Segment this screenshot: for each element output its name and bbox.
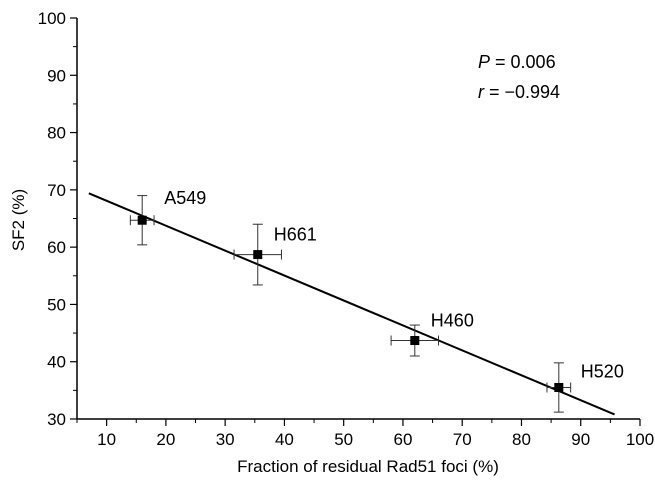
x-tick-label: 40 <box>275 430 294 449</box>
data-point-marker <box>410 336 420 346</box>
x-tick-label: 20 <box>156 430 175 449</box>
y-tick-label: 100 <box>38 9 66 28</box>
x-tick-label: 10 <box>97 430 116 449</box>
x-tick-label: 70 <box>453 430 472 449</box>
data-point-marker <box>137 215 147 225</box>
y-tick-label: 60 <box>47 238 66 257</box>
data-point-group: H661 <box>233 223 317 286</box>
x-tick-label: 60 <box>393 430 412 449</box>
axes <box>76 18 640 420</box>
data-point-label: H520 <box>581 361 624 381</box>
p-value: = 0.006 <box>490 52 556 72</box>
data-point-group: H460 <box>390 311 474 357</box>
data-point-label: H460 <box>431 311 474 331</box>
y-tick-label: 70 <box>47 181 66 200</box>
data-point-label: H661 <box>274 225 317 245</box>
x-axis-label: Fraction of residual Rad51 foci (%) <box>237 457 499 476</box>
x-tick-label: 80 <box>512 430 531 449</box>
data-point-group: H520 <box>546 361 624 413</box>
x-tick-label: 100 <box>626 430 654 449</box>
y-tick-label: 50 <box>47 295 66 314</box>
y-tick-label: 80 <box>47 124 66 143</box>
y-tick-label: 40 <box>47 353 66 372</box>
p-symbol: P <box>478 52 490 72</box>
data-points: A549 H661 H460 H520 <box>129 188 624 413</box>
x-tick-label: 30 <box>216 430 235 449</box>
y-tick-label: 30 <box>47 410 66 429</box>
data-point-marker <box>554 382 564 392</box>
data-point-marker <box>253 250 263 260</box>
axis-ticks: 10 20 30 40 50 60 70 80 90 100 30 40 50 60 70 80 90 100 <box>38 9 655 449</box>
r-value: = −0.994 <box>484 82 560 102</box>
regression-line <box>88 192 615 416</box>
data-point-group: A549 <box>129 188 206 246</box>
x-tick-label: 90 <box>571 430 590 449</box>
p-value-annotation: P = 0.006 <box>478 52 556 72</box>
fit-line <box>88 192 615 416</box>
y-axis-label: SF2 (%) <box>9 189 28 251</box>
r-value-annotation: r = −0.994 <box>478 82 560 102</box>
r-symbol: r <box>478 82 485 102</box>
data-point-label: A549 <box>164 188 206 208</box>
y-tick-label: 90 <box>47 66 66 85</box>
x-tick-label: 50 <box>334 430 353 449</box>
